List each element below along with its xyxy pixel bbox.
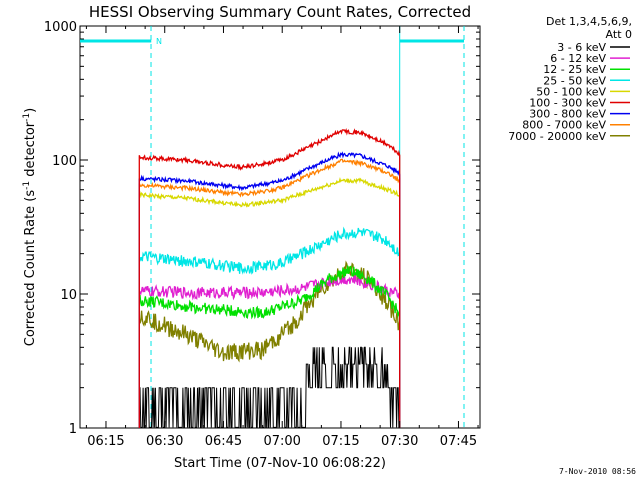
y-tick-label: 1000	[44, 20, 77, 35]
y-axis-label: Corrected Count Rate (s-1 detector-1)	[22, 108, 38, 346]
legend-entry-label: 7000 - 20000 keV	[508, 130, 606, 143]
series-line-100to300keV	[138, 128, 401, 428]
x-tick-label: 06:45	[205, 434, 242, 449]
footer-timestamp: 7-Nov-2010 08:56	[559, 467, 636, 476]
y-tick-label: 100	[52, 154, 77, 169]
x-tick-label: 06:30	[146, 434, 183, 449]
y-tick-label: 10	[60, 288, 77, 303]
series-line-6to12keV	[138, 274, 401, 428]
series-layer	[138, 128, 401, 428]
attenuator-marker-label: N	[156, 37, 162, 46]
series-line-25to50keV	[138, 226, 401, 428]
legend-entry-label: 50 - 100 keV	[536, 85, 606, 98]
series-line-12to25keV	[138, 265, 401, 428]
x-tick-label: 07:45	[440, 434, 477, 449]
x-tick-label: 07:30	[381, 434, 418, 449]
series-line-300to800keV	[138, 151, 401, 428]
x-axis-label: Start Time (07-Nov-10 06:08:22)	[174, 456, 386, 471]
legend-entry-label: 800 - 7000 keV	[522, 119, 606, 132]
attenuator-layer: N	[80, 26, 465, 428]
plot-frame	[79, 25, 481, 429]
x-tick-label: 07:15	[322, 434, 359, 449]
x-tick-label: 06:15	[87, 434, 124, 449]
legend-header-line1: Det 1,3,4,5,6,9,	[546, 15, 632, 28]
legend-entry-label: 12 - 25 keV	[543, 63, 606, 76]
y-tick-label: 1	[69, 422, 77, 437]
series-line-50to100keV	[138, 177, 401, 428]
ticks-layer: 06:15 06:30 06:45 07:00 07:15 07:30 07:45 1 10 10…	[44, 20, 480, 449]
x-tick-label: 07:00	[263, 434, 300, 449]
legend-entry-label: 25 - 50 keV	[543, 74, 606, 87]
legend-entry-label: 3 - 6 keV	[557, 41, 606, 54]
legend-entry-label: 100 - 300 keV	[529, 97, 606, 110]
chart-title: HESSI Observing Summary Count Rates, Cor…	[89, 3, 471, 21]
legend-entry-label: 300 - 800 keV	[529, 108, 606, 121]
legend-header-line2: Att 0	[606, 28, 632, 41]
legend-entry-label: 6 - 12 keV	[550, 52, 606, 65]
series-line-3to6keV	[138, 346, 401, 428]
series-line-800to7000keV	[138, 158, 401, 428]
